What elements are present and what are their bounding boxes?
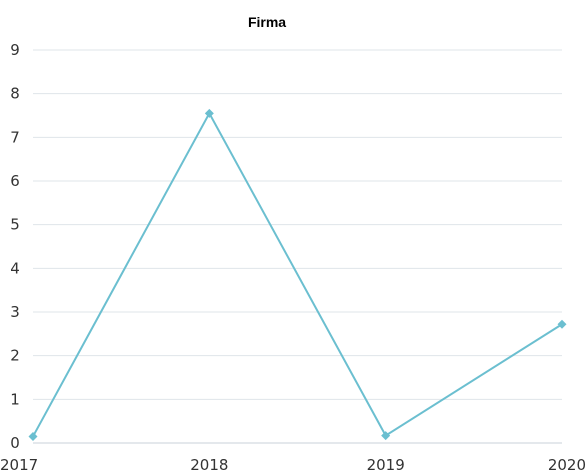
x-axis-ticks: 2017 2018 2019 2020 (0, 456, 586, 474)
y-tick-label: 7 (10, 128, 20, 146)
x-tick-label: 2019 (367, 456, 405, 474)
y-tick-label: 1 (10, 390, 20, 408)
y-tick-label: 3 (10, 303, 20, 321)
chart-title: Firma (248, 14, 286, 30)
y-tick-label: 5 (10, 216, 20, 234)
data-point-marker (381, 431, 391, 441)
y-tick-label: 0 (10, 434, 20, 452)
data-point-marker (557, 319, 567, 329)
y-tick-label: 2 (10, 347, 20, 365)
y-tick-label: 4 (10, 259, 20, 277)
gridlines (33, 49, 562, 444)
y-tick-label: 6 (10, 172, 20, 190)
y-axis-ticks: 0 1 2 3 4 5 6 7 8 9 (10, 41, 20, 452)
data-point-marker (28, 431, 38, 441)
data-point-marker (204, 108, 214, 118)
y-tick-label: 8 (10, 85, 20, 103)
x-tick-label: 2018 (190, 456, 228, 474)
series-layer (28, 108, 567, 441)
series-line (32, 111, 563, 437)
x-tick-label: 2020 (548, 456, 586, 474)
y-tick-label: 9 (10, 41, 20, 59)
x-tick-label: 2017 (0, 456, 38, 474)
